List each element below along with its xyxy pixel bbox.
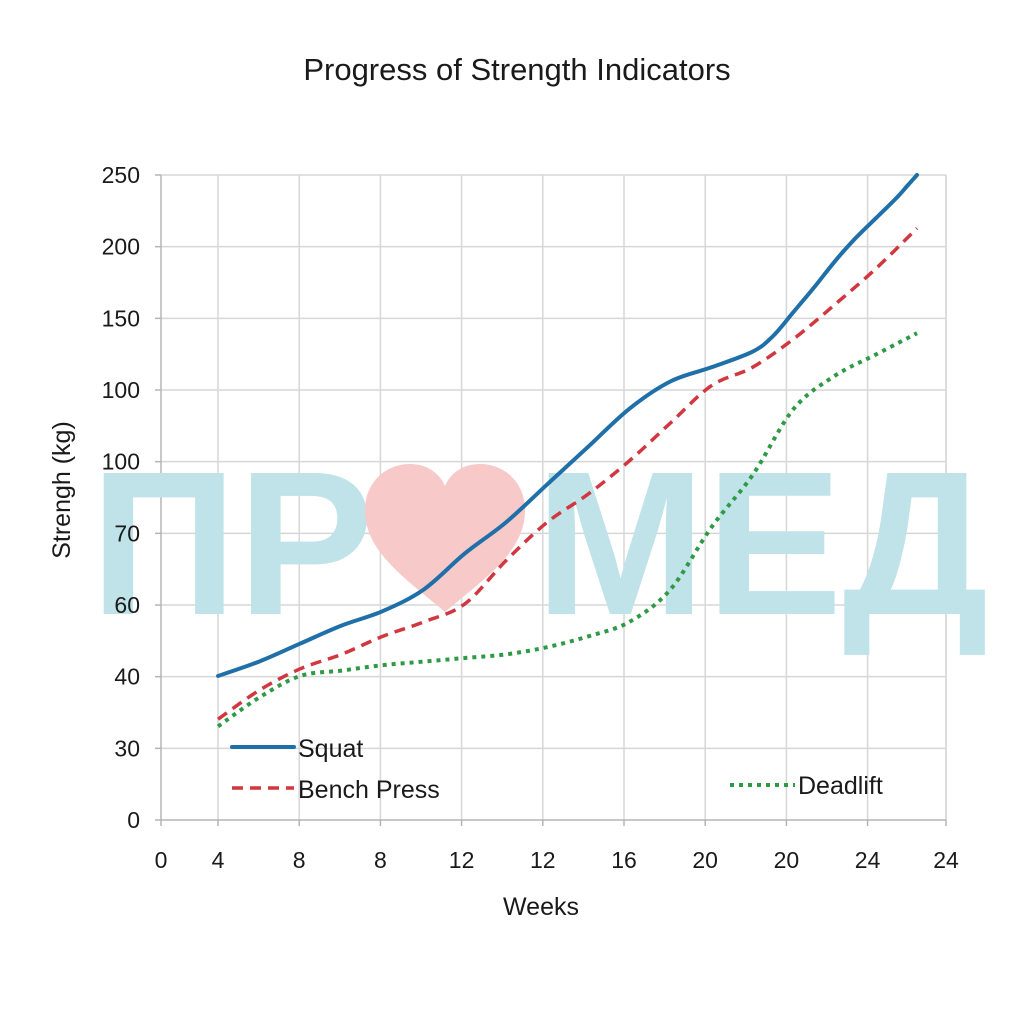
x-tick-label: 24 — [855, 847, 881, 873]
y-tick-label: 0 — [127, 807, 140, 833]
y-tick-label: 250 — [102, 162, 140, 188]
x-tick-labels: 0 4 8 8 12 12 16 20 20 24 24 — [155, 820, 959, 873]
x-axis-title: Weeks — [503, 893, 579, 921]
x-tick-label: 8 — [374, 847, 387, 873]
legend-label-bench-press: Bench Press — [298, 776, 440, 804]
legend-label-deadlift: Deadlift — [798, 772, 883, 800]
x-tick-label: 16 — [611, 847, 637, 873]
x-tick-label: 24 — [933, 847, 959, 873]
legend: Squat Bench Press Deadlift — [230, 735, 883, 804]
watermark-right-text: МЕД — [535, 429, 989, 658]
y-tick-label: 150 — [102, 305, 140, 331]
x-tick-label: 0 — [155, 847, 168, 873]
heart-icon — [365, 464, 525, 612]
y-axis-title: Strengh (kg) — [48, 421, 76, 559]
y-tick-label: 200 — [102, 234, 140, 260]
series-line-bench-press — [217, 227, 919, 721]
x-tick-label: 20 — [692, 847, 718, 873]
watermark-left-text: ПР — [90, 429, 374, 658]
series-line-squat — [216, 173, 919, 678]
x-tick-label: 20 — [774, 847, 800, 873]
y-tick-label: 30 — [114, 735, 140, 761]
y-tick-label: 70 — [114, 520, 140, 546]
series-line-deadlift — [216, 331, 918, 729]
watermark: ПР МЕД — [90, 429, 989, 658]
y-tick-labels: 0 30 40 60 70 100 100 150 200 250 — [102, 162, 161, 833]
y-tick-label: 60 — [114, 592, 140, 618]
axes — [160, 175, 946, 821]
y-tick-label: 100 — [102, 449, 140, 475]
x-tick-label: 12 — [449, 847, 475, 873]
y-tick-label: 40 — [114, 664, 140, 690]
x-tick-label: 12 — [530, 847, 556, 873]
chart-title: Progress of Strength Indicators — [303, 52, 730, 87]
x-tick-label: 4 — [212, 847, 225, 873]
y-tick-label: 100 — [102, 377, 140, 403]
series-lines — [216, 173, 919, 729]
x-tick-label: 8 — [293, 847, 306, 873]
legend-label-squat: Squat — [298, 735, 363, 763]
